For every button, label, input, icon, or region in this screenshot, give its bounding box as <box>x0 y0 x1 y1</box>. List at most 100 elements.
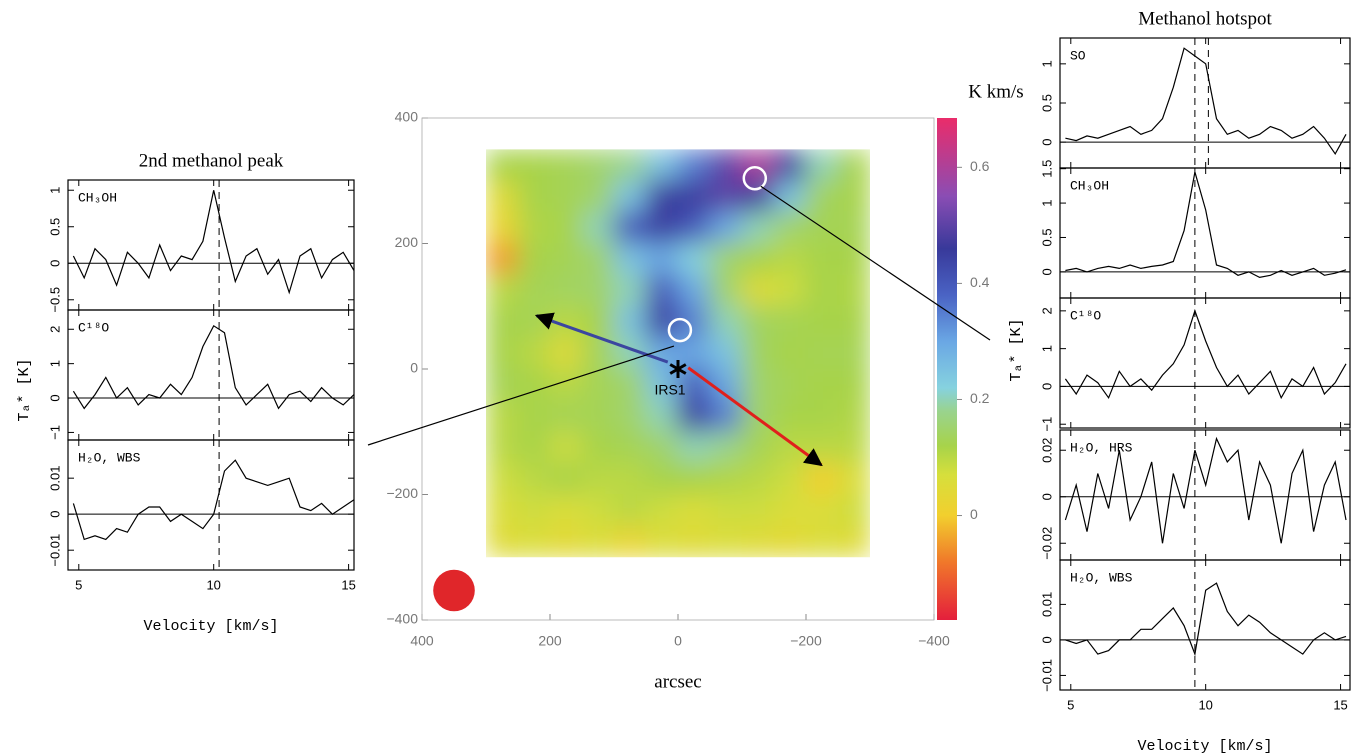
x-tick-label: 10 <box>1198 697 1212 712</box>
spectrum-line <box>1065 311 1346 398</box>
y-tick-label: 0 <box>1039 636 1054 643</box>
line-label: C¹⁸O <box>78 320 109 335</box>
map-cell <box>550 463 583 495</box>
map-cell <box>614 463 647 495</box>
map-cell <box>582 525 615 557</box>
map-cell <box>838 180 871 212</box>
map-cell <box>582 149 615 181</box>
map-cell <box>742 525 775 557</box>
map-cell <box>550 337 583 369</box>
map-cell <box>710 274 743 306</box>
y-tick-label: 0 <box>410 360 418 376</box>
y-tick-label: 0 <box>1039 139 1054 146</box>
map-cell <box>678 212 711 244</box>
y-tick-label: 1 <box>47 187 62 194</box>
map-cell <box>550 431 583 463</box>
y-tick-label: 0 <box>1039 383 1054 390</box>
y-tick-label: 0 <box>47 511 62 518</box>
map-cell <box>774 400 807 432</box>
map-cell <box>518 369 551 401</box>
map-cell <box>838 306 871 338</box>
map-cell <box>518 212 551 244</box>
map-cell <box>678 180 711 212</box>
y-tick-label: 0 <box>47 260 62 267</box>
map-cell <box>678 149 711 181</box>
map-cell <box>614 525 647 557</box>
subplot-frame <box>1060 38 1350 168</box>
map-cell <box>806 369 839 401</box>
map-cell <box>486 274 519 306</box>
colorbar <box>937 118 957 620</box>
x-tick-label: 5 <box>75 577 82 592</box>
page: {"chart_data": [ {"type": "spectra", "ti… <box>0 0 1369 756</box>
x-tick-label: 400 <box>410 633 434 649</box>
y-tick-label: 0.5 <box>1039 94 1054 112</box>
map-cell <box>678 243 711 275</box>
map-cell <box>774 212 807 244</box>
y-tick-label: −1 <box>47 425 62 440</box>
map-cell <box>838 149 871 181</box>
x-tick-label: 200 <box>538 633 562 649</box>
map-cell <box>486 525 519 557</box>
x-tick-label: −400 <box>918 633 950 649</box>
y-tick-label: −0.02 <box>1039 527 1054 560</box>
map-cell <box>646 463 679 495</box>
map-cell <box>838 274 871 306</box>
map-cell <box>742 149 775 181</box>
y-tick-label: 0 <box>1039 493 1054 500</box>
map-cell <box>710 525 743 557</box>
beam <box>433 570 475 612</box>
map-cell <box>838 463 871 495</box>
map-cell <box>486 463 519 495</box>
colorbar-tick-label: 0.4 <box>970 274 990 290</box>
map-cell <box>774 306 807 338</box>
spectrum-line <box>1065 48 1346 154</box>
figure: 2nd methanol peak−0.500.51CH₃OH−1012C¹⁸O… <box>0 0 1369 756</box>
x-axis-label: Velocity [km/s] <box>143 618 278 635</box>
map-cell <box>742 274 775 306</box>
map-cell <box>806 463 839 495</box>
map-cell <box>614 431 647 463</box>
y-tick-label: −0.5 <box>47 287 62 313</box>
map-cell <box>582 494 615 526</box>
map-cell <box>582 369 615 401</box>
map-cell <box>774 525 807 557</box>
spectrum-line <box>1065 583 1346 654</box>
map-cell <box>678 494 711 526</box>
subplot-frame <box>68 310 354 440</box>
y-tick-label: −0.01 <box>47 534 62 567</box>
map-cell <box>710 212 743 244</box>
x-tick-label: 15 <box>1333 697 1347 712</box>
y-tick-label: 0.5 <box>1039 228 1054 246</box>
map-cell <box>710 243 743 275</box>
map-cell <box>710 306 743 338</box>
line-label: H₂O, HRS <box>1070 440 1133 455</box>
map-cell <box>774 337 807 369</box>
map-cell <box>518 149 551 181</box>
map-cell <box>582 400 615 432</box>
colorbar-label: K km/s <box>968 81 1023 102</box>
map-cell <box>550 212 583 244</box>
map-cell <box>678 525 711 557</box>
map-cell <box>838 431 871 463</box>
map-cell <box>582 180 615 212</box>
map-cell <box>806 400 839 432</box>
map-cell <box>838 243 871 275</box>
map-cell <box>518 306 551 338</box>
map-cell <box>774 463 807 495</box>
map-cell <box>518 525 551 557</box>
map-cell <box>646 431 679 463</box>
map-cell <box>486 431 519 463</box>
x-tick-label: 10 <box>206 577 220 592</box>
map-cell <box>646 400 679 432</box>
y-tick-label: 1.5 <box>1039 160 1054 178</box>
y-tick-label: −0.01 <box>1039 659 1054 692</box>
line-label: H₂O, WBS <box>1070 570 1133 585</box>
colorbar-tick-label: 0.2 <box>970 390 990 406</box>
map-cell <box>518 431 551 463</box>
map-cell <box>838 369 871 401</box>
map-cell <box>742 369 775 401</box>
y-tick-label: −1 <box>1039 417 1054 432</box>
map-cell <box>806 337 839 369</box>
map-cell <box>742 243 775 275</box>
